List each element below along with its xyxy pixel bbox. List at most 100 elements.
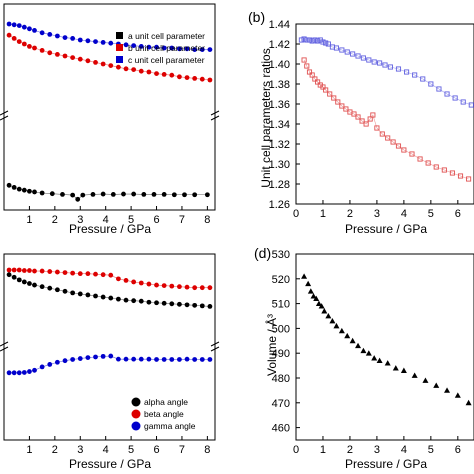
- data-point: [115, 296, 121, 302]
- y-tick-label: 1.34: [269, 119, 290, 131]
- data-point: [70, 270, 76, 276]
- data-point: [21, 370, 27, 375]
- data-point: [151, 192, 157, 197]
- series-line: [8, 274, 210, 307]
- data-point: [146, 44, 152, 50]
- data-point: [355, 342, 362, 349]
- data-point: [141, 192, 147, 197]
- x-tick-label: 0: [293, 444, 299, 456]
- data-point: [93, 60, 98, 65]
- legend-swatch: [131, 421, 141, 431]
- data-point: [395, 66, 402, 72]
- data-point: [335, 99, 341, 105]
- data-point: [177, 357, 182, 362]
- y-tick-label: 490: [272, 348, 290, 360]
- data-point: [390, 139, 396, 145]
- y-tick-label: 1.44: [269, 19, 290, 31]
- legend-swatch: [131, 397, 141, 407]
- data-point: [110, 192, 116, 197]
- data-point: [417, 156, 423, 162]
- data-point: [310, 293, 317, 299]
- data-point: [301, 36, 307, 42]
- data-point: [131, 191, 137, 197]
- data-point: [169, 357, 175, 362]
- panel-d-y-label: Volume / Å³: [264, 314, 279, 376]
- data-point: [115, 356, 121, 362]
- data-point: [420, 76, 426, 82]
- legend-label: gamma angle: [144, 421, 196, 431]
- data-point: [327, 91, 333, 97]
- data-point: [344, 332, 351, 339]
- data-point: [460, 99, 466, 105]
- data-point: [359, 118, 365, 124]
- data-point: [6, 182, 12, 188]
- x-tick-label: 1: [320, 444, 326, 456]
- data-point: [77, 56, 83, 62]
- data-point: [360, 55, 366, 61]
- data-point: [207, 285, 213, 291]
- series-beta-angle: [6, 267, 213, 291]
- data-point: [154, 282, 159, 288]
- data-point: [304, 37, 310, 43]
- data-point: [138, 44, 144, 49]
- data-point: [62, 270, 68, 275]
- x-tick-label: 1: [26, 214, 32, 226]
- x-tick-label: 3: [374, 208, 380, 220]
- data-point: [320, 39, 326, 45]
- y-tick-label: 1.38: [269, 79, 290, 91]
- data-point: [131, 279, 137, 285]
- data-point: [184, 46, 190, 52]
- data-point: [70, 290, 76, 296]
- series-b-unit-cell-parameter: [6, 32, 213, 83]
- series-#000000: [301, 273, 472, 406]
- legend-item: beta angle: [131, 409, 184, 419]
- data-point: [154, 44, 159, 50]
- x-tick-label: 5: [128, 444, 134, 456]
- data-point: [21, 187, 27, 193]
- data-point: [77, 356, 83, 361]
- data-point: [27, 268, 32, 273]
- data-point: [108, 63, 114, 68]
- data-point: [16, 277, 22, 283]
- data-point: [54, 287, 60, 293]
- data-point: [123, 66, 129, 72]
- axis-break-left: [0, 110, 9, 121]
- data-point: [21, 268, 27, 273]
- data-point: [182, 192, 187, 198]
- data-point: [27, 369, 32, 374]
- x-tick-label: 4: [401, 208, 407, 220]
- data-point: [6, 370, 12, 376]
- data-point: [39, 190, 45, 196]
- data-point: [444, 91, 450, 97]
- data-point: [70, 192, 76, 198]
- data-point: [199, 47, 205, 52]
- panel-c-x-label: Pressure / GPa: [69, 457, 151, 471]
- x-tick-label: 6: [153, 444, 159, 456]
- data-point: [85, 38, 91, 44]
- data-point: [199, 76, 205, 82]
- data-point: [32, 45, 37, 51]
- data-point: [6, 267, 12, 273]
- legend-label: alpha angle: [144, 397, 188, 407]
- data-point: [344, 49, 350, 55]
- data-point: [93, 39, 98, 44]
- data-point: [21, 24, 27, 30]
- data-point: [466, 176, 472, 182]
- data-point: [54, 33, 60, 39]
- data-point: [115, 64, 121, 70]
- data-point: [70, 357, 76, 362]
- data-point: [100, 191, 106, 197]
- data-point: [108, 353, 114, 359]
- data-point: [70, 55, 76, 60]
- data-point: [366, 57, 372, 63]
- data-point: [441, 167, 447, 173]
- data-point: [32, 28, 37, 33]
- data-point: [325, 41, 331, 47]
- x-tick-label: 3: [77, 444, 83, 456]
- data-point: [100, 272, 106, 278]
- data-point: [21, 279, 27, 285]
- data-point: [315, 300, 322, 306]
- data-point: [39, 364, 45, 370]
- data-point: [161, 300, 167, 306]
